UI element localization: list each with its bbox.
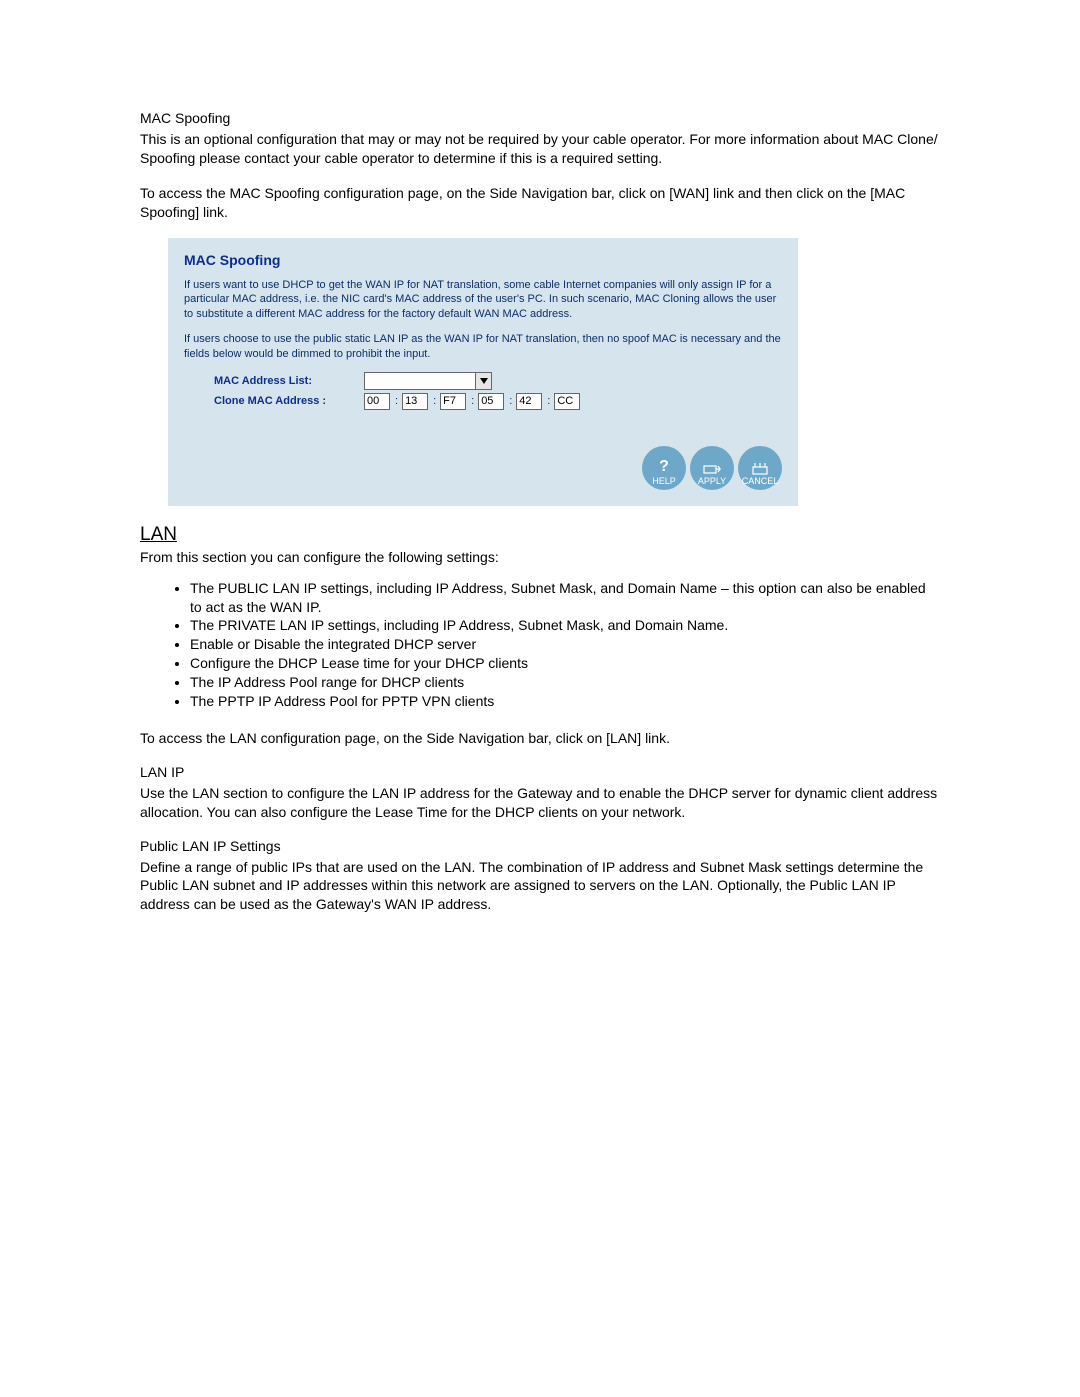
- public-lan-p: Define a range of public IPs that are us…: [140, 858, 940, 915]
- mac-spoofing-heading: MAC Spoofing: [140, 110, 940, 126]
- clone-mac-inputs: : : : : :: [364, 393, 580, 410]
- mac-byte-4[interactable]: [516, 393, 542, 410]
- mac-byte-5[interactable]: [554, 393, 580, 410]
- cancel-icon: [751, 461, 769, 475]
- list-item: The PPTP IP Address Pool for PPTP VPN cl…: [190, 692, 940, 711]
- list-item: The PUBLIC LAN IP settings, including IP…: [190, 579, 940, 617]
- lan-intro: From this section you can configure the …: [140, 548, 940, 567]
- mac-byte-3[interactable]: [478, 393, 504, 410]
- help-button[interactable]: ? HELP: [642, 446, 686, 490]
- list-item: The PRIVATE LAN IP settings, including I…: [190, 616, 940, 635]
- chevron-down-icon[interactable]: [476, 372, 492, 390]
- mac-spoofing-p1: This is an optional configuration that m…: [140, 130, 940, 168]
- mac-spoofing-p2: To access the MAC Spoofing configuration…: [140, 184, 940, 222]
- lan-access: To access the LAN configuration page, on…: [140, 729, 940, 748]
- list-item: Configure the DHCP Lease time for your D…: [190, 654, 940, 673]
- public-lan-heading: Public LAN IP Settings: [140, 838, 940, 854]
- clone-mac-label: Clone MAC Address :: [214, 395, 364, 407]
- panel-para1: If users want to use DHCP to get the WAN…: [184, 278, 782, 323]
- lan-heading: LAN: [140, 524, 940, 546]
- help-icon: ?: [657, 457, 671, 475]
- mac-list-label: MAC Address List:: [214, 375, 364, 387]
- list-item: Enable or Disable the integrated DHCP se…: [190, 635, 940, 654]
- list-item: The IP Address Pool range for DHCP clien…: [190, 673, 940, 692]
- mac-list-select[interactable]: [364, 372, 492, 390]
- panel-para2: If users choose to use the public static…: [184, 332, 782, 362]
- mac-byte-2[interactable]: [440, 393, 466, 410]
- mac-spoofing-panel: MAC Spoofing If users want to use DHCP t…: [168, 238, 798, 506]
- mac-byte-1[interactable]: [402, 393, 428, 410]
- apply-icon: [703, 461, 721, 475]
- lan-ip-p: Use the LAN section to configure the LAN…: [140, 784, 940, 822]
- panel-form: MAC Address List: Clone MAC Address : : …: [214, 372, 782, 410]
- apply-button[interactable]: APPLY: [690, 446, 734, 490]
- lan-ip-heading: LAN IP: [140, 764, 940, 780]
- lan-bullets: The PUBLIC LAN IP settings, including IP…: [170, 579, 940, 711]
- mac-byte-0[interactable]: [364, 393, 390, 410]
- panel-title: MAC Spoofing: [184, 252, 782, 268]
- svg-text:?: ?: [659, 458, 669, 475]
- cancel-button[interactable]: CANCEL: [738, 446, 782, 490]
